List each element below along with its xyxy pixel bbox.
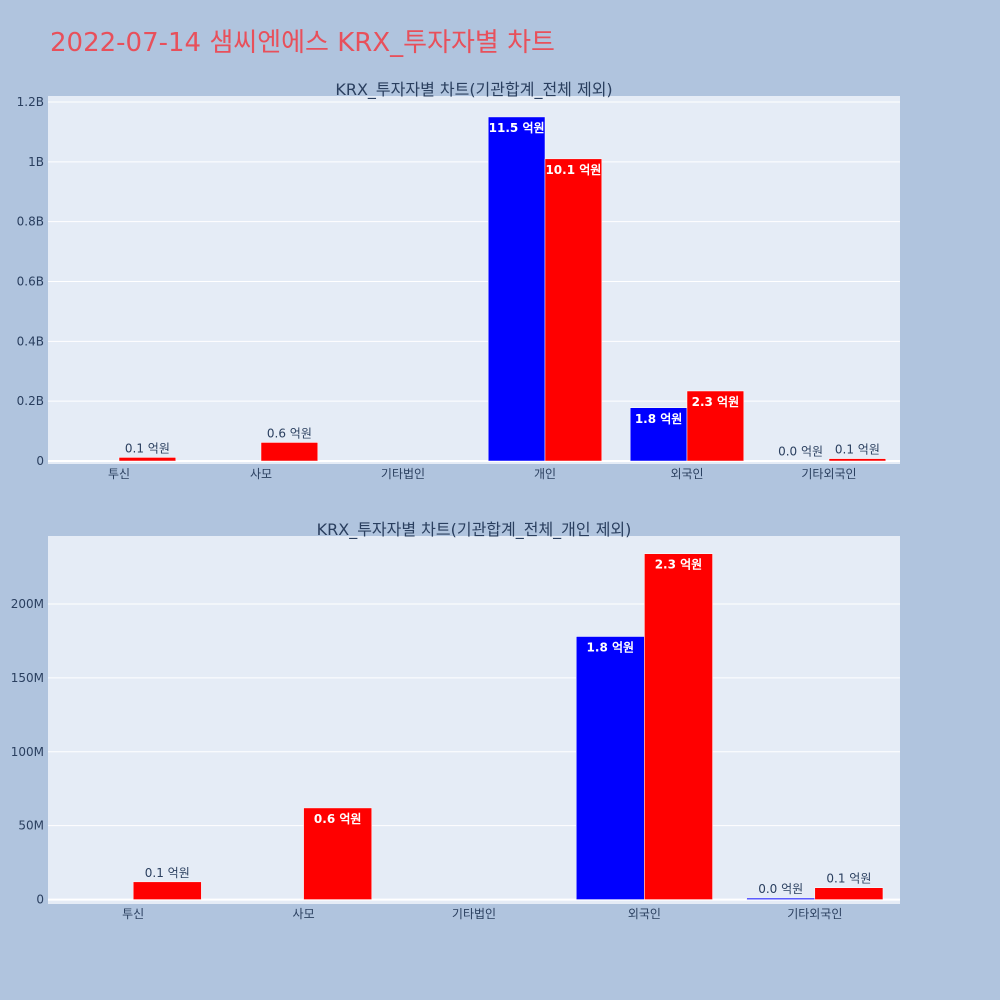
y-tick-label: 0.4B	[17, 334, 44, 348]
x-tick-label: 기타외국인	[801, 467, 856, 481]
x-tick-label: 외국인	[670, 467, 703, 481]
chart-title: KRX_투자자별 차트(기관합계_전체 제외)	[335, 80, 612, 100]
data-label: 0.1 억원	[835, 443, 880, 457]
data-label: 2.3 억원	[655, 558, 703, 572]
bar	[487, 116, 546, 462]
x-tick-label: 사모	[293, 907, 315, 921]
bar	[575, 636, 645, 900]
y-tick-label: 0	[36, 454, 44, 468]
chart-1: 0 0.2B 0.4B 0.6B 0.8B 1B 1.2B KRX_투자자별 차트(기관합계_…	[17, 80, 900, 481]
plot-area	[48, 536, 900, 904]
data-label: 0.6 억원	[314, 812, 362, 826]
page-title: 2022-07-14 샘씨엔에스 KRX_투자자별 차트	[50, 28, 555, 58]
y-tick-label: 1.2B	[17, 95, 44, 109]
x-tick-label: 투신	[108, 467, 130, 481]
bar	[644, 553, 713, 900]
data-label: 2.3 억원	[692, 395, 740, 409]
bar	[686, 390, 745, 462]
x-tick-label: 개인	[534, 467, 556, 481]
data-label: 0.0 억원	[778, 445, 823, 459]
y-tick-label: 0.6B	[17, 274, 44, 288]
x-tick-label: 투신	[122, 907, 144, 921]
y-tick-label: 100M	[11, 745, 44, 759]
x-tick-label: 기타외국인	[787, 907, 842, 921]
plot-area	[48, 96, 900, 464]
bar	[814, 887, 884, 900]
bar	[118, 457, 177, 462]
y-tick-label: 0.2B	[17, 394, 44, 408]
data-label: 0.1 억원	[145, 866, 190, 880]
data-label: 0.1 억원	[125, 441, 170, 455]
bar	[260, 442, 319, 462]
chart-title: KRX_투자자별 차트(기관합계_전체_개인 제외)	[317, 520, 632, 540]
data-label: 0.6 억원	[267, 426, 312, 440]
y-tick-label: 1B	[28, 155, 44, 169]
data-label: 1.8 억원	[635, 412, 683, 426]
y-tick-label: 150M	[11, 671, 44, 685]
x-tick-label: 외국인	[628, 907, 661, 921]
bar	[746, 897, 816, 900]
bar	[132, 881, 202, 900]
y-tick-label: 0	[36, 893, 44, 907]
y-tick-label: 200M	[11, 597, 44, 611]
y-tick-label: 50M	[18, 819, 44, 833]
y-tick-label: 0.8B	[17, 215, 44, 229]
data-label: 0.1 억원	[826, 872, 871, 886]
data-label: 10.1 억원	[545, 163, 601, 177]
data-label: 0.0 억원	[758, 882, 803, 896]
bar	[303, 807, 373, 900]
x-tick-label: 기타법인	[381, 467, 425, 481]
data-label: 11.5 억원	[489, 121, 545, 135]
bar	[544, 158, 603, 462]
bar	[828, 458, 887, 462]
chart-2: 0 50M 100M 150M 200M KRX_투자자별 차트(기관합계_전체_개인 제…	[11, 520, 900, 921]
data-label: 1.8 억원	[587, 640, 635, 654]
x-tick-label: 사모	[250, 467, 272, 481]
x-tick-label: 기타법인	[452, 907, 496, 921]
